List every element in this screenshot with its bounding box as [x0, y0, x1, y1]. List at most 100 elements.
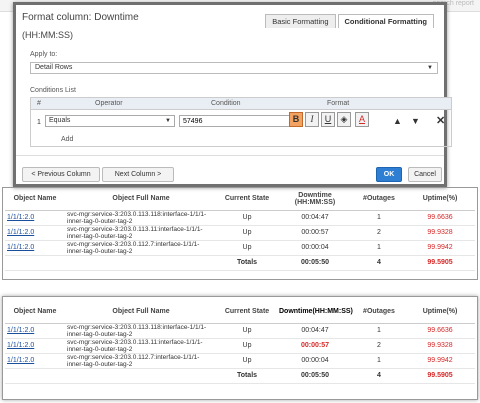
- object-full-name: svc-mgr:service-3:203.0.112.7:interface-…: [65, 240, 217, 256]
- format-column-dialog: Format column: Downtime (HH:MM:SS) Basic…: [13, 2, 452, 187]
- object-link[interactable]: 1/1/1:2.0: [7, 229, 35, 236]
- outages-value: 1: [353, 210, 405, 226]
- cancel-button[interactable]: Cancel: [408, 167, 442, 182]
- totals-outages: 4: [353, 368, 405, 384]
- current-state: Up: [217, 240, 277, 256]
- object-full-name: svc-mgr:service-3:203.0.112.7:interface-…: [65, 353, 217, 369]
- totals-uptime: 99.5905: [405, 255, 475, 271]
- uptime-value: 99.6636: [405, 323, 475, 339]
- col-outages[interactable]: #Outages: [353, 188, 405, 211]
- table-row: 1/1/1:2.0 svc-mgr:service-3:203.0.113.11…: [5, 210, 475, 226]
- report-grid: Object Name Object Full Name Current Sta…: [5, 188, 475, 271]
- totals-row: Totals 00:05:50 4 99.5905: [5, 255, 475, 271]
- object-full-name: svc-mgr:service-3:203.0.113.11:interface…: [65, 338, 217, 354]
- col-downtime[interactable]: Downtime(HH:MM:SS): [277, 301, 353, 324]
- col-current-state[interactable]: Current State: [217, 188, 277, 211]
- dialog-footer-divider: [16, 155, 444, 156]
- col-object-name[interactable]: Object Name: [5, 188, 65, 211]
- condition-input[interactable]: [179, 115, 295, 127]
- totals-outages: 4: [353, 255, 405, 271]
- downtime-value: 00:00:57: [277, 225, 353, 241]
- current-state: Up: [217, 210, 277, 226]
- uptime-value: 99.9942: [405, 353, 475, 369]
- totals-downtime: 00:05:50: [277, 368, 353, 384]
- delete-condition-icon[interactable]: ✕: [436, 115, 446, 127]
- totals-label: Totals: [217, 255, 277, 271]
- current-state: Up: [217, 225, 277, 241]
- current-state: Up: [217, 353, 277, 369]
- apply-to-select[interactable]: Detail Rows ▼: [30, 62, 438, 74]
- table-header-row: Object Name Object Full Name Current Sta…: [5, 301, 475, 324]
- tab-basic-formatting[interactable]: Basic Formatting: [265, 14, 336, 28]
- object-full-name: svc-mgr:service-3:203.0.113.11:interface…: [65, 225, 217, 241]
- col-current-state[interactable]: Current State: [217, 301, 277, 324]
- outages-value: 1: [353, 240, 405, 256]
- previous-column-button[interactable]: < Previous Column: [22, 167, 100, 182]
- chevron-down-icon: ▼: [165, 118, 171, 124]
- col-outages[interactable]: #Outages: [353, 301, 405, 324]
- object-link[interactable]: 1/1/1:2.0: [7, 357, 35, 364]
- search-label[interactable]: search report: [432, 0, 474, 7]
- apply-to-value: Detail Rows: [35, 64, 73, 71]
- italic-button[interactable]: I: [305, 112, 319, 127]
- conditions-list-label: Conditions List: [30, 87, 76, 94]
- object-link[interactable]: 1/1/1:2.0: [7, 244, 35, 251]
- fill-color-icon[interactable]: ◈: [337, 112, 351, 127]
- next-column-button[interactable]: Next Column >: [102, 167, 174, 182]
- col-uptime[interactable]: Uptime(%): [405, 188, 475, 211]
- downtime-value: 00:04:47: [277, 323, 353, 339]
- condition-row-number: 1: [37, 119, 41, 126]
- conditions-table: # Operator Condition Format 1 Equals ▼ B…: [30, 97, 452, 147]
- object-full-name: svc-mgr:service-3:203.0.113.118:interfac…: [65, 210, 217, 226]
- report-table-before: Object Name Object Full Name Current Sta…: [2, 187, 478, 280]
- operator-select[interactable]: Equals ▼: [45, 115, 175, 127]
- table-header-row: Object Name Object Full Name Current Sta…: [5, 188, 475, 211]
- chevron-down-icon: ▼: [427, 65, 433, 71]
- col-object-full-name[interactable]: Object Full Name: [65, 188, 217, 211]
- table-row: 1/1/1:2.0 svc-mgr:service-3:203.0.113.11…: [5, 225, 475, 241]
- header-condition: Condition: [211, 100, 241, 107]
- header-num: #: [37, 100, 41, 107]
- dialog-subtitle: (HH:MM:SS): [22, 30, 73, 40]
- underline-button[interactable]: U: [321, 112, 335, 127]
- move-up-icon[interactable]: ▲: [393, 116, 402, 126]
- format-tabs: Basic Formatting Conditional Formatting: [263, 14, 434, 28]
- object-link[interactable]: 1/1/1:2.0: [7, 342, 35, 349]
- table-row: 1/1/1:2.0 svc-mgr:service-3:203.0.112.7:…: [5, 240, 475, 256]
- outages-value: 1: [353, 353, 405, 369]
- outages-value: 2: [353, 225, 405, 241]
- font-color-button[interactable]: A: [355, 112, 369, 127]
- header-operator: Operator: [95, 100, 123, 107]
- uptime-value: 99.9942: [405, 240, 475, 256]
- table-row: 1/1/1:2.0 svc-mgr:service-3:203.0.113.11…: [5, 323, 475, 339]
- operator-value: Equals: [49, 117, 71, 124]
- object-link[interactable]: 1/1/1:2.0: [7, 327, 35, 334]
- totals-row: Totals 00:05:50 4 99.5905: [5, 368, 475, 384]
- add-condition-link[interactable]: Add: [61, 136, 74, 143]
- downtime-value: 00:00:04: [277, 240, 353, 256]
- dialog-title: Format column: Downtime: [22, 12, 139, 23]
- col-downtime[interactable]: Downtime (HH:MM:SS): [277, 188, 353, 211]
- tab-conditional-formatting[interactable]: Conditional Formatting: [337, 14, 434, 28]
- conditions-header: # Operator Condition Format: [31, 98, 451, 110]
- uptime-value: 99.6636: [405, 210, 475, 226]
- col-object-full-name[interactable]: Object Full Name: [65, 301, 217, 324]
- totals-downtime: 00:05:50: [277, 255, 353, 271]
- outages-value: 1: [353, 323, 405, 339]
- report-table-after: Object Name Object Full Name Current Sta…: [2, 296, 478, 400]
- outages-value: 2: [353, 338, 405, 354]
- bold-button[interactable]: B: [289, 112, 303, 127]
- object-link[interactable]: 1/1/1:2.0: [7, 214, 35, 221]
- object-full-name: svc-mgr:service-3:203.0.113.118:interfac…: [65, 323, 217, 339]
- col-uptime[interactable]: Uptime(%): [405, 301, 475, 324]
- ok-button[interactable]: OK: [376, 167, 402, 182]
- totals-label: Totals: [217, 368, 277, 384]
- move-down-icon[interactable]: ▼: [411, 116, 420, 126]
- apply-to-label: Apply to:: [30, 51, 58, 58]
- col-object-name[interactable]: Object Name: [5, 301, 65, 324]
- current-state: Up: [217, 323, 277, 339]
- downtime-value: 00:00:04: [277, 353, 353, 369]
- table-row: 1/1/1:2.0 svc-mgr:service-3:203.0.113.11…: [5, 338, 475, 354]
- totals-uptime: 99.5905: [405, 368, 475, 384]
- report-grid-formatted: Object Name Object Full Name Current Sta…: [5, 301, 475, 384]
